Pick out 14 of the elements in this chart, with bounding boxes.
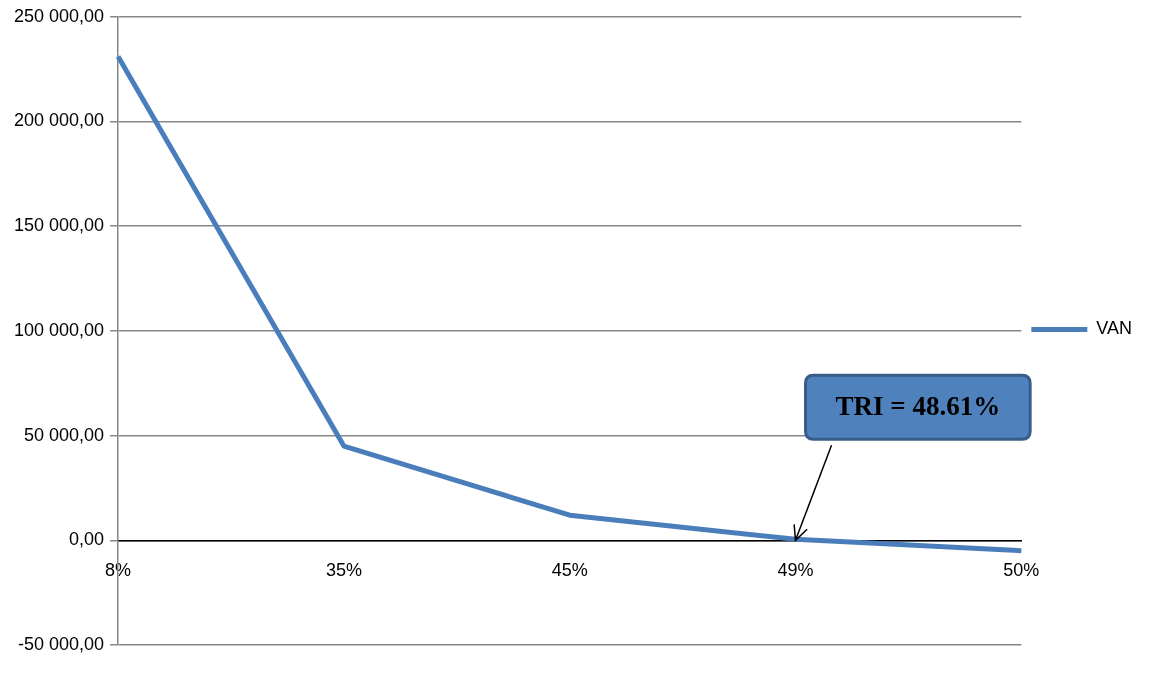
y-tick-label: 150 000,00: [13, 215, 105, 236]
y-tick-label: 0,00: [69, 529, 105, 550]
y-tick-label: 100 000,00: [13, 319, 105, 340]
x-tick-label: 49%: [777, 560, 814, 581]
x-tick-label: 35%: [325, 560, 362, 581]
annotation: TRI = 48.61%: [835, 391, 1001, 422]
y-tick-label: 250 000,00: [13, 5, 105, 26]
x-tick-label: 8%: [105, 560, 132, 581]
x-tick-label: 50%: [1003, 560, 1040, 581]
y-tick-label: 200 000,00: [13, 110, 105, 131]
x-tick-label: 45%: [551, 560, 588, 581]
y-tick-label: -50 000,00: [18, 633, 105, 654]
y-tick-label: 50 000,00: [24, 424, 105, 445]
legend-label: VAN: [1096, 318, 1133, 339]
